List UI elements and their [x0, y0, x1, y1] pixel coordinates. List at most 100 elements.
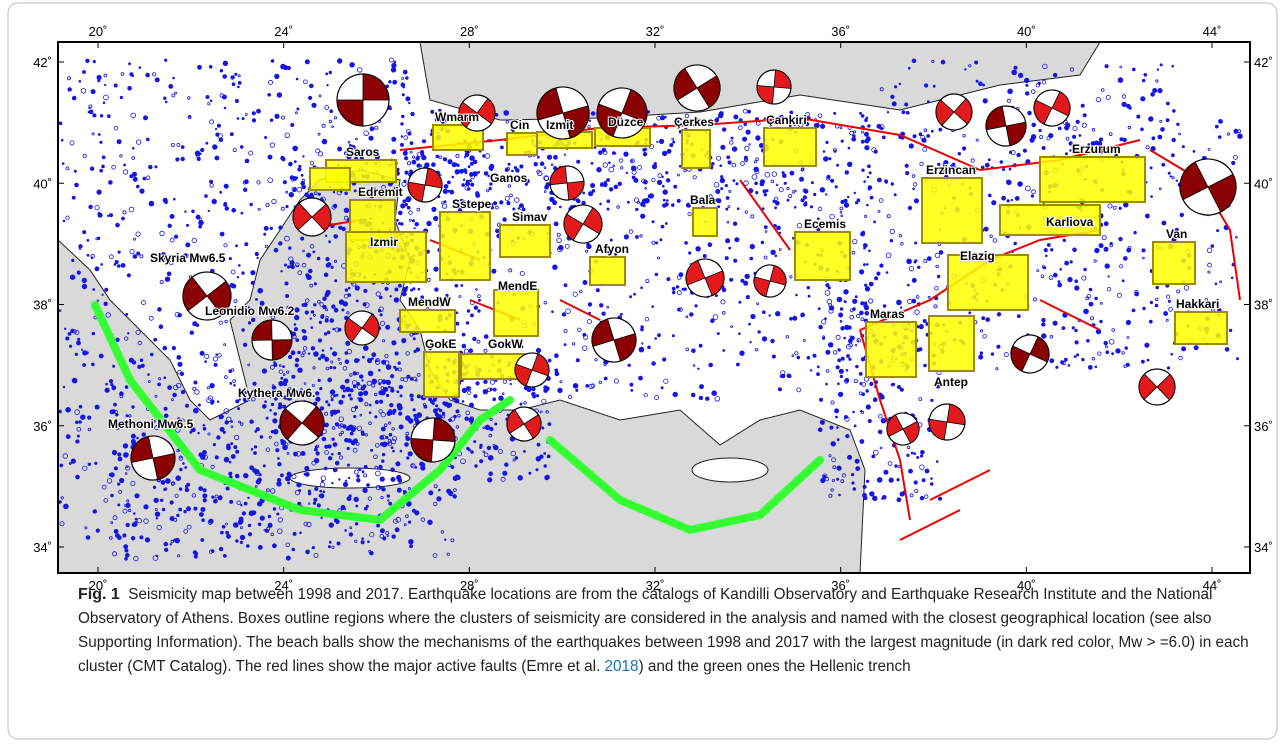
quake [1059, 267, 1062, 271]
quake [363, 473, 368, 478]
quake [341, 507, 344, 511]
quake [257, 207, 261, 211]
ball-quadrants [591, 318, 637, 362]
quake [889, 238, 894, 243]
quake [664, 222, 668, 225]
quake [435, 154, 440, 159]
beach-ball [506, 406, 542, 442]
quake [343, 207, 350, 213]
quake [426, 277, 431, 282]
quake [1121, 101, 1127, 108]
quake [257, 545, 263, 550]
quake [487, 454, 494, 461]
quake [315, 148, 321, 154]
quake [835, 415, 838, 419]
quake [901, 110, 906, 115]
quake [599, 202, 602, 206]
quake [575, 358, 580, 363]
quake [300, 236, 305, 241]
quake [1007, 88, 1013, 95]
quake [344, 191, 348, 196]
quake [676, 275, 682, 280]
quake [840, 326, 845, 331]
quake [154, 425, 160, 431]
quake [613, 378, 619, 384]
quake [859, 111, 862, 115]
quake [191, 209, 195, 214]
quake [117, 503, 121, 507]
quake [781, 171, 785, 175]
quake [390, 467, 395, 473]
quake [346, 425, 352, 431]
quake [231, 283, 237, 289]
quake [604, 180, 607, 184]
quake [750, 214, 755, 219]
lon-tick-label: 20˚ [89, 578, 108, 593]
quake [1091, 127, 1096, 132]
quake [1031, 122, 1036, 128]
quake [606, 207, 610, 211]
quake [301, 262, 307, 268]
quake [381, 459, 385, 463]
quake [938, 127, 943, 132]
quake [744, 210, 748, 214]
quake [519, 284, 525, 290]
quake [678, 164, 682, 168]
quake [519, 270, 525, 276]
quake [829, 425, 834, 430]
quake [513, 176, 517, 180]
cyprus-arc [546, 436, 824, 535]
quake [117, 264, 121, 268]
ball-quadrants [410, 417, 456, 463]
quake [1155, 285, 1159, 290]
quake [466, 201, 472, 207]
quake [778, 187, 784, 193]
quake [847, 454, 853, 460]
quake [395, 461, 401, 467]
quake [143, 518, 149, 524]
quake [582, 279, 588, 285]
quake [863, 247, 866, 250]
quake [799, 176, 805, 182]
quake [142, 176, 147, 181]
quake [180, 145, 185, 149]
quake [255, 427, 260, 432]
quake [101, 484, 107, 490]
quake [860, 357, 866, 362]
quake [313, 553, 319, 559]
quake [923, 128, 928, 133]
quake [361, 379, 364, 382]
quake [387, 438, 392, 443]
quake [433, 266, 439, 272]
quake [616, 205, 620, 209]
quake [276, 477, 282, 483]
beach-ball [756, 69, 792, 105]
quake [209, 119, 215, 125]
quake [1228, 328, 1233, 333]
quake [771, 171, 778, 177]
quake [437, 407, 440, 411]
quake [238, 516, 244, 522]
quake [162, 197, 168, 203]
quake [930, 398, 934, 402]
cluster-box [439, 211, 491, 281]
quake [333, 234, 339, 239]
quake [590, 111, 596, 116]
quake [835, 365, 840, 370]
quake [404, 170, 409, 175]
citation[interactable]: 2018 [604, 658, 639, 675]
quake [446, 488, 452, 494]
quake [94, 205, 100, 211]
quake [337, 327, 342, 332]
quake [363, 288, 368, 293]
quake [1074, 279, 1078, 284]
quake [340, 430, 344, 435]
quake [412, 287, 416, 291]
quake [827, 286, 831, 290]
quake [356, 425, 362, 431]
cluster-box [423, 351, 460, 398]
quake [692, 175, 697, 180]
quake [300, 173, 304, 177]
quake [369, 551, 374, 556]
quake [185, 506, 191, 512]
